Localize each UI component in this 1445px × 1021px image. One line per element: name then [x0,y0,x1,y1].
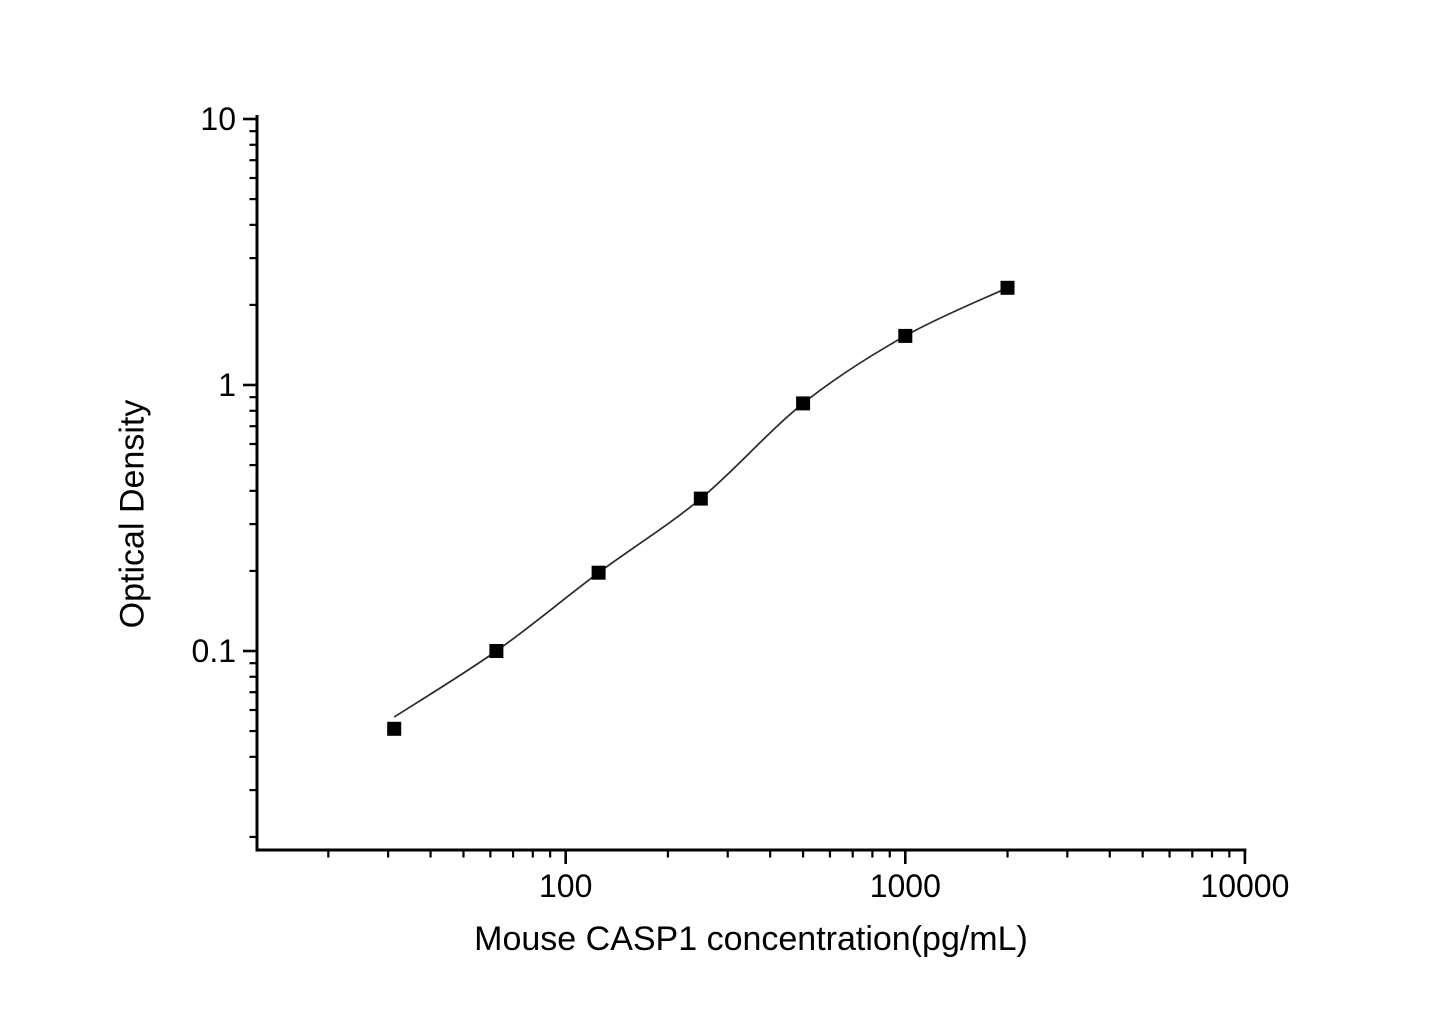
data-point-marker [387,721,402,736]
y-tick-label: 0.1 [192,633,236,669]
data-point-marker [1000,280,1015,295]
data-point-marker [796,396,811,411]
x-tick-label: 1000 [870,868,941,904]
data-point-marker [591,565,606,580]
x-tick-label: 100 [539,868,592,904]
data-point-marker [898,328,913,343]
data-point-marker [489,644,504,658]
y-axis-title: Optical Density [113,399,152,629]
y-tick-label: 1 [218,367,236,403]
x-tick-label: 10000 [1200,868,1289,904]
x-axis-title: Mouse CASP1 concentration(pg/mL) [474,920,1028,958]
data-point-marker [693,491,708,506]
y-tick-label: 10 [200,101,236,137]
